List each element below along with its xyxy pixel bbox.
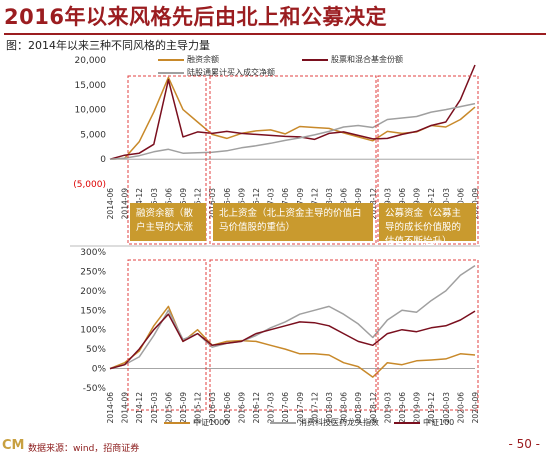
period-box bbox=[127, 259, 207, 411]
x-tick-label: 2015-12 bbox=[194, 392, 203, 424]
series-line-1 bbox=[109, 64, 476, 160]
period-box bbox=[127, 75, 207, 245]
x-tick-label: 2016-09 bbox=[237, 392, 246, 424]
legend-swatch bbox=[164, 421, 190, 424]
x-tick-label: 2018-06 bbox=[340, 392, 349, 424]
x-tick-label: 2014-06 bbox=[106, 188, 115, 220]
x-tick-label: 2016-03 bbox=[208, 392, 217, 424]
x-tick-label: 2017-09 bbox=[296, 392, 305, 424]
legend-swatch bbox=[270, 421, 296, 424]
y-tick-label: 0% bbox=[92, 365, 107, 375]
series-line-2 bbox=[109, 102, 476, 160]
period-boxes bbox=[70, 75, 480, 411]
legend-northbound: 陆股通累计买入成交净额 bbox=[158, 67, 275, 78]
x-tick-label: 2015-09 bbox=[179, 392, 188, 424]
y-tick-label: 20,000 bbox=[75, 56, 107, 66]
x-tick-label: 2015-06 bbox=[164, 392, 173, 424]
x-tick-label: 2020-09 bbox=[471, 392, 480, 424]
x-tick-label: 2017-06 bbox=[281, 392, 290, 424]
x-tick-label: 2018-12 bbox=[369, 188, 378, 220]
callout-margin: 融资余额（散户主导的大涨 bbox=[130, 203, 206, 241]
legend-swatch bbox=[158, 58, 184, 61]
legend-label: 消费科技医药龙头指数 bbox=[299, 418, 379, 427]
legend-swatch bbox=[302, 58, 328, 61]
legend-label: 融资余额 bbox=[187, 55, 219, 64]
period-box bbox=[377, 75, 479, 245]
y-tick-label: (5,000) bbox=[73, 180, 106, 190]
legend-swatch bbox=[394, 421, 420, 424]
x-tick-label: 2018-09 bbox=[354, 392, 363, 424]
y-tick-label: 100% bbox=[80, 326, 106, 336]
title-underline bbox=[4, 33, 546, 35]
x-tick-label: 2016-03 bbox=[208, 188, 217, 220]
y-tick-label: -50% bbox=[83, 384, 107, 394]
y-tick-label: 50% bbox=[86, 345, 106, 355]
series-line-1 bbox=[109, 264, 476, 370]
x-tick-label: 2014-12 bbox=[135, 392, 144, 424]
x-tick-label: 2015-03 bbox=[150, 392, 159, 424]
legend-csi1000: 中证1000 bbox=[164, 417, 229, 428]
data-source: 数据来源：wind，招商证券 bbox=[28, 444, 140, 454]
x-tick-label: 2019-03 bbox=[383, 392, 392, 424]
series-line-0 bbox=[109, 76, 476, 160]
legend-consumer-tech: 消费科技医药龙头指数 bbox=[270, 417, 379, 428]
y-tick-label: 150% bbox=[80, 306, 106, 316]
x-tick-label: 2019-12 bbox=[427, 392, 436, 424]
x-tick-label: 2018-12 bbox=[369, 392, 378, 424]
x-tick-label: 2014-09 bbox=[121, 188, 130, 220]
series-line-2 bbox=[109, 310, 476, 370]
brand-logo: CM bbox=[2, 438, 25, 453]
y-tick-label: 0 bbox=[100, 155, 106, 165]
legend-label: 中证100 bbox=[423, 418, 455, 427]
x-tick-label: 2016-06 bbox=[223, 392, 232, 424]
figure-caption: 图：2014年以来三种不同风格的主导力量 bbox=[6, 39, 210, 52]
bottom-chart: 300% 250% 200% 150% 100% 50% 0% -50%2014-06 2014… bbox=[80, 248, 480, 423]
y-tick-label: 250% bbox=[80, 267, 106, 277]
page-title: 2016年以来风格先后由北上和公募决定 bbox=[4, 5, 387, 29]
series-line-0 bbox=[109, 305, 476, 378]
legend-label: 股票和混合基金份额 bbox=[331, 55, 403, 64]
period-box bbox=[377, 259, 479, 411]
legend-fund-share: 股票和混合基金份额 bbox=[302, 54, 403, 65]
y-tick-label: 200% bbox=[80, 287, 106, 297]
x-tick-label: 2014-06 bbox=[106, 392, 115, 424]
legend-label: 中证1000 bbox=[193, 418, 230, 427]
x-tick-label: 2019-09 bbox=[413, 392, 422, 424]
legend-csi100: 中证100 bbox=[394, 417, 454, 428]
legend-label: 陆股通累计买入成交净额 bbox=[187, 68, 275, 77]
y-tick-label: 300% bbox=[80, 248, 106, 258]
y-tick-label: 5,000 bbox=[80, 130, 106, 140]
x-tick-label: 2016-12 bbox=[252, 392, 261, 424]
legend-margin-balance: 融资余额 bbox=[158, 54, 219, 65]
x-tick-label: 2014-09 bbox=[121, 392, 130, 424]
x-tick-label: 2019-06 bbox=[398, 392, 407, 424]
callout-fund: 公募资金（公募主导的成长价值股的估值不断抬升） bbox=[379, 203, 476, 247]
callout-northbound: 北上资金（北上资金主导的价值白马价值股的重估） bbox=[213, 203, 373, 241]
x-tick-label: 2020-03 bbox=[442, 392, 451, 424]
x-tick-label: 2018-03 bbox=[325, 392, 334, 424]
x-tick-label: 2020-06 bbox=[456, 392, 465, 424]
y-tick-label: 10,000 bbox=[75, 106, 107, 116]
period-box bbox=[209, 75, 377, 245]
period-box bbox=[209, 259, 377, 411]
x-tick-label: 2017-03 bbox=[267, 392, 276, 424]
page-number: - 50 - bbox=[508, 437, 540, 451]
x-tick-label: 2017-12 bbox=[310, 392, 319, 424]
y-tick-label: 15,000 bbox=[75, 81, 107, 91]
top-chart: 20,000 15,000 10,000 5,000 0 (5,000)2014-06 20… bbox=[73, 56, 480, 219]
legend-swatch bbox=[158, 71, 184, 74]
